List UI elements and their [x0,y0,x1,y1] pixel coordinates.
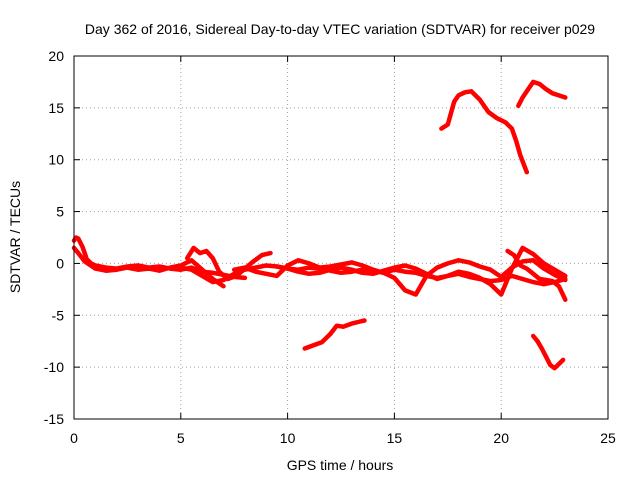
y-tick-label: 20 [48,48,64,64]
series-line-trace-h [302,318,367,351]
x-tick-label: 0 [70,430,78,446]
x-tick-label: 15 [387,430,403,446]
series-layer [71,79,568,371]
series-line-trace-i [439,89,530,175]
x-tick-label: 5 [177,430,185,446]
series-line-trace-b [71,245,226,289]
plot-frame [73,55,609,420]
y-tick-label: -5 [52,307,65,323]
y-tick-labels: -15 -10 -5 0 5 10 15 20 [44,48,64,427]
chart-title: Day 362 of 2016, Sidereal Day-to-day VTE… [85,21,595,37]
grid [74,56,608,419]
y-tick-label: -10 [44,359,64,375]
y-axis-title: SDTVAR / TECUs [7,181,23,293]
series-line-trace-c [184,245,273,282]
x-tick-label: 10 [280,430,296,446]
y-tick-label: -15 [44,411,64,427]
x-tick-label: 25 [600,430,616,446]
y-tick-label: 0 [56,255,64,271]
y-tick-label: 15 [48,100,64,116]
y-tick-label: 10 [48,152,64,168]
x-axis-title: GPS time / hours [287,457,394,473]
series-line-trace-j [516,79,568,109]
x-tick-labels: 0 5 10 15 20 25 [70,430,616,446]
series-line-trace-k [530,333,566,371]
x-tick-label: 20 [493,430,509,446]
y-tick-label: 5 [56,204,64,220]
axis-ticks [73,55,609,420]
series-line-trace-g [505,248,568,302]
